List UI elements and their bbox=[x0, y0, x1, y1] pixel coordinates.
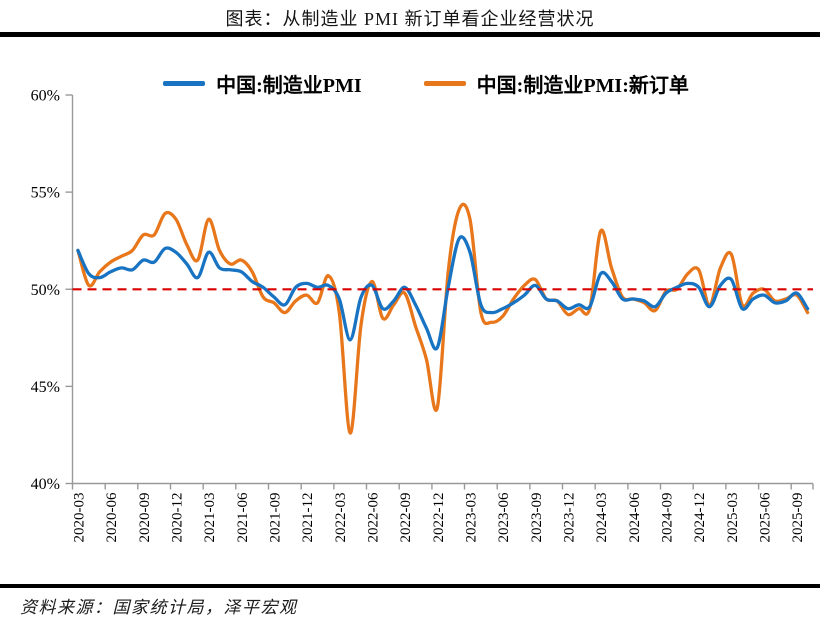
x-tick-label: 2024-03 bbox=[594, 493, 610, 543]
x-tick-label: 2023-09 bbox=[529, 493, 545, 543]
x-tick-label: 2020-03 bbox=[71, 493, 87, 543]
legend-item-pmi: 中国:制造业PMI bbox=[163, 69, 362, 98]
top-divider bbox=[0, 32, 820, 37]
x-tick-label: 2023-12 bbox=[562, 493, 578, 543]
x-tick-label: 2024-09 bbox=[660, 493, 676, 543]
series-line-pmi bbox=[76, 235, 810, 351]
series-line-new-orders bbox=[76, 202, 810, 435]
new-orders-line-swatch bbox=[423, 81, 466, 86]
legend-label-pmi: 中国:制造业PMI bbox=[216, 75, 362, 97]
x-tick-label: 2024-06 bbox=[627, 492, 643, 542]
page-title: 图表：从制造业 PMI 新订单看企业经营状况 bbox=[225, 9, 595, 29]
y-tick-label: 60% bbox=[31, 88, 60, 105]
x-tick-label: 2021-09 bbox=[268, 493, 284, 543]
y-tick-label: 55% bbox=[31, 185, 60, 202]
x-tick-label: 2022-09 bbox=[398, 493, 414, 543]
pmi-line-swatch bbox=[163, 81, 206, 86]
x-tick-label: 2020-09 bbox=[137, 493, 153, 543]
y-tick-label: 45% bbox=[31, 379, 60, 396]
y-tick-label: 40% bbox=[31, 476, 60, 493]
x-tick-label: 2022-06 bbox=[366, 492, 382, 542]
x-tick-label: 2020-12 bbox=[170, 493, 186, 543]
x-tick-label: 2023-03 bbox=[464, 493, 480, 543]
x-tick-label: 2025-09 bbox=[790, 493, 806, 543]
chart-legend: 中国:制造业PMI 中国:制造业PMI:新订单 bbox=[16, 69, 820, 98]
pmi-line-chart: 60% 55% 50% 45% 40% 2020-03 2020-06 2020-09 2020… bbox=[31, 88, 814, 543]
x-tick-label: 2021-03 bbox=[202, 493, 218, 543]
x-tick-label: 2022-12 bbox=[431, 493, 447, 543]
bottom-divider bbox=[0, 584, 820, 588]
source-note: 资料来源：国家统计局，泽平宏观 bbox=[20, 598, 298, 617]
x-tick-label: 2021-06 bbox=[235, 492, 251, 542]
x-tick-label: 2020-06 bbox=[104, 492, 120, 542]
y-tick-label: 50% bbox=[31, 282, 60, 299]
x-tick-label: 2021-12 bbox=[300, 493, 316, 543]
legend-item-new-orders: 中国:制造业PMI:新订单 bbox=[423, 69, 689, 98]
x-tick-label: 2025-06 bbox=[758, 492, 774, 542]
legend-label-new-orders: 中国:制造业PMI:新订单 bbox=[476, 75, 689, 97]
x-tick-label: 2023-06 bbox=[496, 492, 512, 542]
x-tick-label: 2024-12 bbox=[692, 493, 708, 543]
x-tick-label: 2022-03 bbox=[333, 493, 349, 543]
x-tick-label: 2025-03 bbox=[725, 493, 741, 543]
